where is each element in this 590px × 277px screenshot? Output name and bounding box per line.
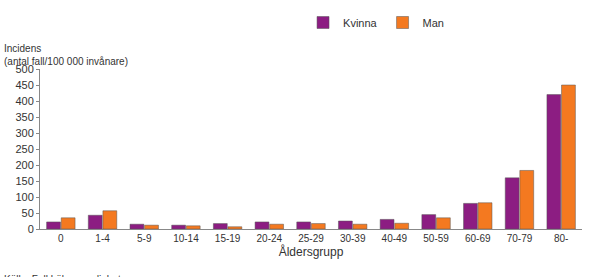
- svg-text:60-69: 60-69: [465, 233, 491, 244]
- svg-text:15-19: 15-19: [215, 233, 241, 244]
- svg-text:0: 0: [28, 223, 34, 235]
- svg-text:50: 50: [22, 207, 34, 219]
- svg-text:0: 0: [58, 233, 64, 244]
- svg-text:350: 350: [15, 111, 33, 123]
- svg-text:25-29: 25-29: [298, 233, 324, 244]
- svg-text:450: 450: [15, 79, 33, 91]
- svg-text:Man: Man: [423, 17, 444, 29]
- svg-text:Åldersgrupp: Åldersgrupp: [279, 244, 344, 259]
- svg-text:80-: 80-: [554, 233, 568, 244]
- svg-text:Kvinna: Kvinna: [343, 17, 378, 29]
- svg-text:30-39: 30-39: [340, 233, 366, 244]
- svg-text:300: 300: [15, 127, 33, 139]
- svg-text:70-79: 70-79: [507, 233, 533, 244]
- svg-text:1-4: 1-4: [95, 233, 110, 244]
- svg-text:10-14: 10-14: [173, 233, 199, 244]
- svg-text:400: 400: [15, 95, 33, 107]
- svg-text:50-59: 50-59: [423, 233, 449, 244]
- svg-text:200: 200: [15, 159, 33, 171]
- svg-text:150: 150: [15, 175, 33, 187]
- svg-text:Incidens(antal fall/100 000 in: Incidens(antal fall/100 000 invånare): [4, 43, 128, 67]
- svg-text:20-24: 20-24: [257, 233, 283, 244]
- svg-text:40-49: 40-49: [382, 233, 408, 244]
- svg-text:Källa: Folkhälsomyndigheten: Källa: Folkhälsomyndigheten: [4, 274, 132, 277]
- svg-text:250: 250: [15, 143, 33, 155]
- svg-text:500: 500: [15, 63, 33, 75]
- svg-text:100: 100: [15, 191, 33, 203]
- svg-text:5-9: 5-9: [137, 233, 152, 244]
